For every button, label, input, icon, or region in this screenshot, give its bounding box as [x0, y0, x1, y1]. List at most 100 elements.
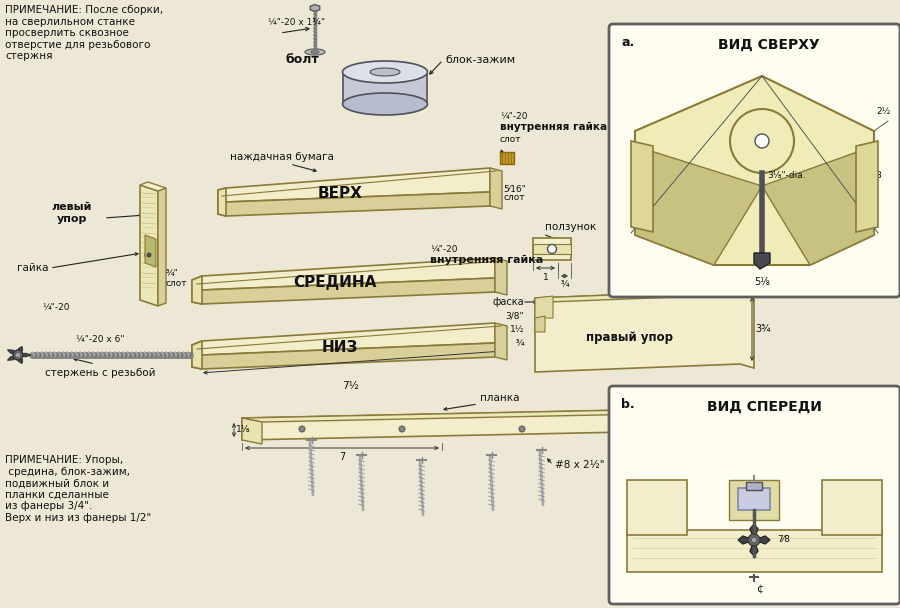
- Bar: [627, 530, 882, 572]
- Polygon shape: [192, 343, 495, 369]
- Polygon shape: [18, 347, 22, 355]
- Text: #8 x 2½"  шуруп: #8 x 2½" шуруп: [555, 460, 646, 470]
- Text: 1: 1: [543, 273, 549, 282]
- Text: 7⁄8: 7⁄8: [777, 536, 790, 545]
- Polygon shape: [218, 192, 490, 216]
- Polygon shape: [145, 235, 156, 267]
- Text: 8: 8: [875, 171, 881, 181]
- Polygon shape: [192, 258, 495, 290]
- Text: СРЕДИНА: СРЕДИНА: [293, 275, 377, 291]
- Polygon shape: [738, 536, 754, 544]
- Text: 7½: 7½: [342, 381, 358, 391]
- Polygon shape: [192, 323, 495, 355]
- Polygon shape: [754, 253, 770, 269]
- Polygon shape: [192, 278, 495, 304]
- Polygon shape: [495, 323, 507, 360]
- Polygon shape: [18, 353, 31, 357]
- Circle shape: [145, 251, 153, 259]
- Polygon shape: [856, 141, 878, 232]
- Text: 5⁄16": 5⁄16": [503, 185, 526, 194]
- Text: блок-зажим: блок-зажим: [445, 55, 515, 65]
- Polygon shape: [7, 350, 18, 355]
- Text: 7: 7: [339, 452, 345, 462]
- Polygon shape: [535, 316, 545, 332]
- Polygon shape: [754, 536, 770, 544]
- Bar: [627, 480, 687, 535]
- Text: слот: слот: [503, 193, 525, 202]
- Bar: [729, 480, 779, 520]
- Circle shape: [15, 353, 21, 358]
- FancyBboxPatch shape: [609, 24, 900, 297]
- Ellipse shape: [343, 93, 427, 115]
- Text: слот: слот: [500, 135, 522, 144]
- Text: ¼"-20: ¼"-20: [500, 112, 527, 121]
- Circle shape: [399, 426, 405, 432]
- Text: ВИД СВЕРХУ: ВИД СВЕРХУ: [718, 38, 820, 52]
- Polygon shape: [535, 290, 754, 372]
- Polygon shape: [140, 185, 158, 306]
- Text: правый упор: правый упор: [587, 331, 673, 345]
- Circle shape: [748, 534, 760, 546]
- Text: внутренняя гайка: внутренняя гайка: [500, 122, 608, 132]
- Polygon shape: [310, 4, 320, 12]
- Text: 1½: 1½: [509, 325, 524, 334]
- Circle shape: [13, 350, 23, 360]
- FancyBboxPatch shape: [609, 386, 900, 604]
- Text: фаска: фаска: [492, 297, 524, 307]
- Text: наждачная бумага: наждачная бумага: [230, 152, 334, 162]
- Polygon shape: [762, 146, 874, 265]
- Polygon shape: [635, 76, 874, 265]
- Bar: [822, 480, 882, 535]
- Text: 1⅛: 1⅛: [236, 424, 250, 434]
- Polygon shape: [490, 168, 502, 209]
- Circle shape: [147, 253, 151, 257]
- Text: b.: b.: [621, 398, 634, 411]
- Text: ¼"-20: ¼"-20: [42, 303, 69, 313]
- Text: внутренняя гайка: внутренняя гайка: [430, 255, 544, 265]
- Polygon shape: [218, 188, 226, 216]
- Circle shape: [547, 244, 556, 254]
- Text: левый
упор: левый упор: [52, 202, 92, 224]
- Text: 3⅛"-dia.: 3⅛"-dia.: [767, 171, 806, 181]
- Ellipse shape: [343, 61, 427, 83]
- Polygon shape: [158, 188, 166, 306]
- Polygon shape: [535, 290, 754, 302]
- Text: НИЗ: НИЗ: [322, 340, 358, 356]
- Text: ПРИМЕЧАНИЕ: После сборки,
на сверлильном станке
просверлить сквозное
отверстие д: ПРИМЕЧАНИЕ: После сборки, на сверлильном…: [5, 5, 163, 61]
- Polygon shape: [140, 182, 166, 191]
- Polygon shape: [750, 524, 758, 540]
- Text: ¾"
слот: ¾" слот: [166, 268, 187, 288]
- Text: гайка: гайка: [16, 263, 48, 273]
- Polygon shape: [18, 355, 22, 364]
- Polygon shape: [192, 276, 202, 304]
- Text: 3/8": 3/8": [506, 311, 524, 320]
- Polygon shape: [242, 410, 647, 422]
- Ellipse shape: [305, 49, 325, 55]
- Text: болт: болт: [285, 53, 319, 66]
- Polygon shape: [218, 168, 490, 202]
- Polygon shape: [495, 258, 507, 295]
- Text: ¼"-20: ¼"-20: [430, 245, 457, 254]
- Circle shape: [299, 426, 305, 432]
- Text: ¼"-20 x 6": ¼"-20 x 6": [76, 336, 124, 345]
- Text: ВЕРХ: ВЕРХ: [318, 185, 363, 201]
- Circle shape: [755, 134, 769, 148]
- Text: ¢: ¢: [756, 584, 763, 594]
- Text: 3¾: 3¾: [755, 324, 770, 334]
- Polygon shape: [635, 146, 762, 265]
- Text: 5⅛: 5⅛: [754, 277, 770, 287]
- Text: 2½: 2½: [877, 107, 891, 116]
- Text: ¾: ¾: [561, 280, 570, 289]
- Polygon shape: [533, 238, 571, 260]
- Polygon shape: [7, 355, 18, 361]
- Polygon shape: [192, 341, 202, 369]
- Bar: [746, 482, 762, 490]
- Bar: [738, 488, 770, 510]
- Text: 8¾: 8¾: [631, 171, 645, 181]
- Polygon shape: [533, 244, 571, 254]
- Circle shape: [519, 426, 525, 432]
- Circle shape: [752, 537, 757, 542]
- Circle shape: [730, 109, 794, 173]
- Text: ползунок: ползунок: [545, 222, 596, 232]
- Text: ПРИМЕЧАНИЕ: Упоры,
 средина, блок-зажим,
подвижный блок и
планки сделанные
из фа: ПРИМЕЧАНИЕ: Упоры, средина, блок-зажим, …: [5, 455, 151, 523]
